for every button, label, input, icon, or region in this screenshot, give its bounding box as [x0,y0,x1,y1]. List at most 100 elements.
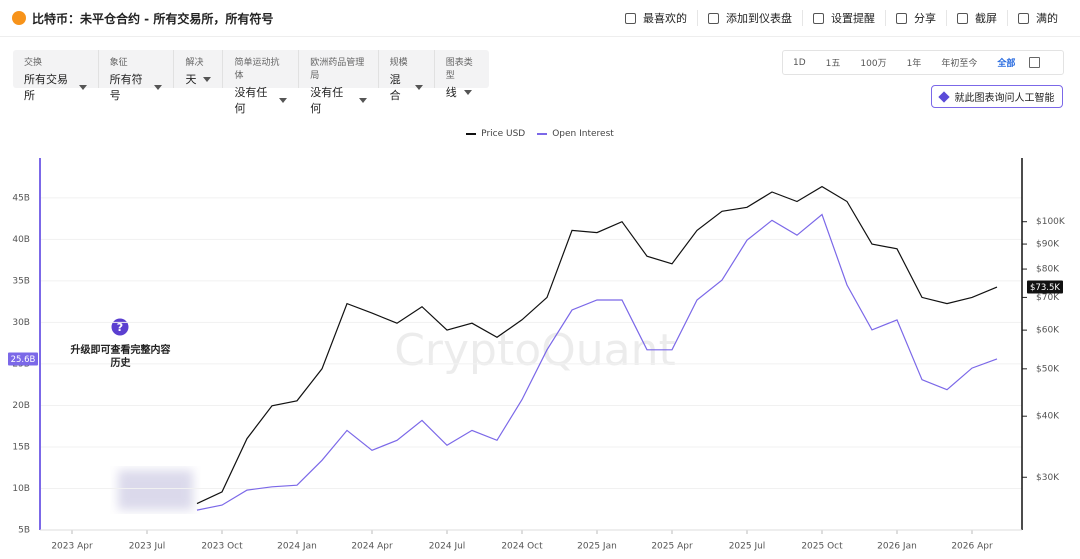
y-tick-label: 20B [12,401,30,411]
y2-tick-label: $40K [1036,412,1060,422]
action-icon [1018,12,1029,24]
header-action[interactable]: 截屏 [946,10,1007,26]
y2-tick-label: $80K [1036,265,1060,275]
series-line [196,213,998,511]
watermark: CryptoQuant [394,325,676,376]
current-value-label: 25.6B [11,355,36,365]
header-action[interactable]: 最喜欢的 [615,10,697,26]
filter[interactable]: 解决天 [173,50,222,88]
range-button[interactable]: 100万 [860,59,887,69]
filter-label: 交换 [24,58,43,68]
action-icon [813,12,824,24]
filter-value: 混合 [390,71,423,103]
y-tick-label: 15B [12,442,30,452]
filter-label: 解决 [185,58,204,68]
y-tick-label: 5B [18,526,30,536]
y-tick-label: 45B [12,193,30,203]
y-tick-label: 30B [12,318,30,328]
x-tick-label: 2025 Oct [801,542,843,552]
range-button[interactable]: 1年 [906,59,922,69]
range-button[interactable]: 全部 [997,59,1016,69]
y2-tick-label: $90K [1036,240,1060,250]
legend-label: Open Interest [552,129,614,139]
annotation: 升级即可查看完整内容历史 [70,345,171,369]
current-value-box [8,352,38,366]
action-label: 设置提醒 [831,12,875,25]
y2-tick-label: $50K [1036,364,1060,374]
legend-item[interactable]: Price USD [466,129,525,139]
header-action[interactable]: 添加到仪表盘 [697,10,802,26]
filter-label: 象征 [109,58,128,68]
filter[interactable]: 象征 所有符号 [97,50,174,102]
blurred-history [118,470,193,510]
header-action[interactable]: 满的 [1007,10,1068,26]
coin-icon [12,11,26,25]
action-label: 添加到仪表盘 [726,12,792,25]
header-action[interactable]: 分享 [885,10,946,26]
x-tick-label: 2024 Apr [351,542,393,552]
x-tick-label: 2025 Jan [577,542,617,552]
action-icon [896,12,907,24]
x-tick-label: 2025 Apr [651,542,693,552]
filter-value: 没有任何 [310,84,366,116]
y-tick-label: 40B [12,235,30,245]
filters: 交换 所有交易所 象征 所有符号 解决天简单运动抗体 没有任何 欧洲药品管理局 没有任何 规模混… [13,50,489,115]
action-label: 满的 [1036,12,1058,25]
x-tick-label: 2023 Apr [51,542,93,552]
y2-tick-label: $60K [1036,326,1060,336]
filter-label: 图表类型 [445,58,473,81]
ai-button[interactable]: 就此图表询问人工智能 [931,85,1063,108]
action-icon [708,12,719,24]
filter[interactable]: 简单运动抗体没有任何 [222,50,298,115]
legend-label: Price USD [481,129,526,139]
filter[interactable]: 欧洲药品管理局没有任何 [298,50,377,115]
series-line [196,185,998,505]
y2-tick-label: $100K [1036,217,1066,227]
header-action[interactable]: 设置提醒 [802,10,885,26]
current-value-label: $73.5K [1030,283,1060,293]
range-button[interactable]: 1五 [825,59,841,69]
annotation-icon: ? [117,321,123,334]
range-button[interactable]: 1D [793,57,806,68]
x-tick-label: 2025 Jul [729,542,766,552]
current-value-box [1027,280,1063,294]
filter[interactable]: 规模 混合 [377,50,434,102]
legend-swatch [537,133,548,135]
filter-value: 线 [446,84,478,100]
action-icon [625,12,636,24]
actions: 最喜欢的 添加到仪表盘 设置提醒 分享 截屏 满的 [615,10,1068,26]
x-tick-label: 2023 Jul [129,542,166,552]
legend: Price USD Open Interest [0,129,1080,139]
page-title: 比特币：未平仓合约 - 所有交易所，所有符号 [32,12,274,26]
range-button[interactable]: 年初至今 [941,59,978,69]
x-tick-label: 2026 Jan [877,542,917,552]
y-tick-label: 35B [12,276,30,286]
x-tick-label: 2023 Oct [201,542,243,552]
filter-label: 欧洲药品管理局 [310,58,365,81]
filter-value: 天 [185,71,211,87]
action-label: 分享 [914,12,936,25]
filter[interactable]: 图表类型线 [433,50,489,99]
y-tick-label: 10B [12,484,30,494]
calendar-icon[interactable] [1029,57,1041,68]
filter[interactable]: 交换 所有交易所 [13,50,98,102]
action-label: 截屏 [975,12,997,25]
action-icon [957,12,968,24]
x-tick-label: 2024 Jan [277,542,317,552]
legend-item[interactable]: Open Interest [537,129,614,139]
legend-swatch [466,133,477,135]
filter-label: 简单运动抗体 [234,58,280,81]
y2-tick-label: $30K [1036,473,1060,483]
x-tick-label: 2024 Oct [501,542,543,552]
filter-value: 所有交易所 [24,71,87,103]
header: 比特币：未平仓合约 - 所有交易所，所有符号 最喜欢的 添加到仪表盘 设置提醒 分享 截… [0,0,1080,37]
filter-value: 没有任何 [234,84,287,116]
filter-label: 规模 [389,58,408,68]
y2-tick-label: $70K [1036,293,1060,303]
x-tick-label: 2024 Jul [429,542,466,552]
range-selector: 1D 1五 100万 1年 年初至今 全部 [782,50,1064,75]
action-label: 最喜欢的 [643,12,687,25]
x-tick-label: 2026 Apr [951,542,993,552]
